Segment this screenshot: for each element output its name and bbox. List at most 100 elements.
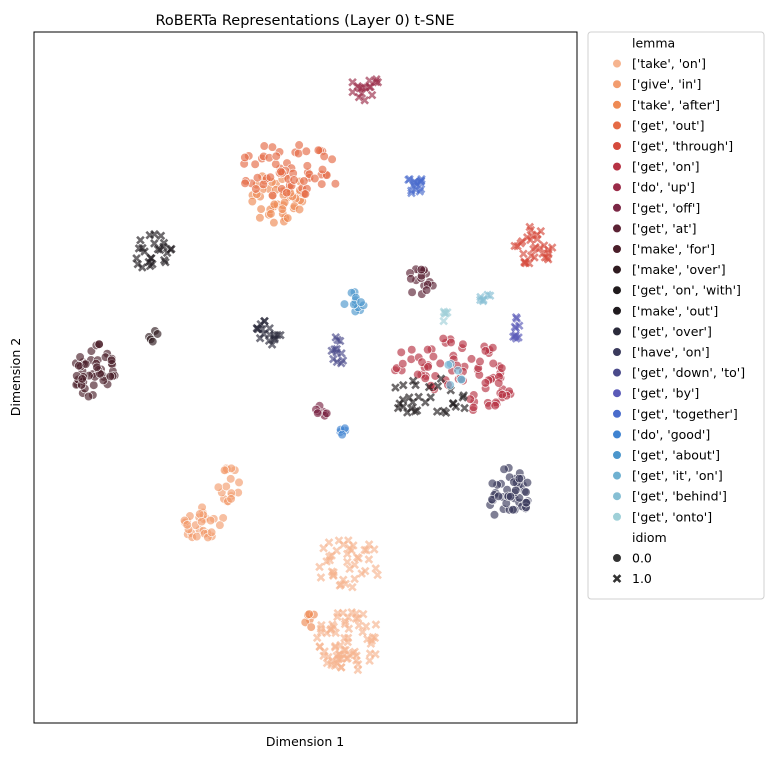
data-point-x [407, 188, 416, 198]
data-point [283, 213, 293, 223]
data-point [313, 408, 323, 418]
legend-marker-x [612, 574, 622, 583]
data-point [277, 204, 287, 214]
data-point [417, 357, 427, 367]
data-point-x [329, 571, 338, 580]
data-point [213, 482, 223, 492]
series-18 [335, 423, 350, 440]
data-point-x [458, 393, 468, 402]
legend-label: ['get', 'through'] [632, 139, 733, 154]
series-14 [485, 463, 533, 520]
data-point-x [360, 95, 370, 105]
data-point [92, 362, 102, 372]
data-point [302, 161, 312, 171]
data-point-x [404, 175, 413, 185]
data-point [458, 339, 468, 349]
data-point-x [273, 330, 282, 340]
data-point-x [352, 553, 362, 562]
data-point [83, 391, 94, 402]
data-point-x [357, 569, 366, 578]
data-point [304, 609, 314, 619]
data-point [293, 148, 304, 159]
series-10 [144, 326, 163, 347]
legend-label: ['get', 'on'] [632, 159, 700, 174]
data-point [300, 189, 311, 199]
data-point-x [132, 254, 141, 263]
data-point [487, 478, 498, 489]
data-point [301, 146, 311, 156]
data-point [317, 179, 327, 189]
legend-label: ['give', 'in'] [632, 77, 701, 92]
data-point [466, 354, 477, 364]
data-point-x [336, 580, 346, 590]
data-point [494, 378, 504, 388]
data-point [428, 352, 439, 362]
legend-label: ['have', 'on'] [632, 345, 710, 360]
data-point [497, 363, 507, 373]
data-point [299, 176, 309, 186]
data-point [337, 430, 347, 440]
data-point [219, 465, 230, 475]
data-point-x [338, 356, 348, 365]
data-point [89, 380, 99, 390]
data-point [313, 145, 323, 155]
series-20 [443, 359, 466, 390]
data-point-x [316, 573, 326, 582]
data-point [267, 190, 278, 201]
data-point-x [542, 253, 552, 262]
data-point-x [410, 407, 420, 416]
legend-marker [612, 409, 622, 419]
data-point [438, 334, 448, 344]
data-point-x [365, 656, 374, 666]
legend-marker [612, 182, 622, 192]
legend-marker [612, 512, 622, 522]
legend-title-idiom: idiom [632, 530, 667, 545]
legend-marker [612, 162, 622, 172]
data-point-x [319, 543, 328, 553]
series-17 [404, 174, 426, 198]
legend-marker [612, 141, 622, 151]
series-9 [71, 339, 120, 402]
data-point-x [393, 403, 403, 413]
data-point [247, 196, 257, 207]
data-point [423, 362, 433, 372]
data-point [265, 172, 275, 182]
legend-label: 1.0 [632, 571, 652, 586]
data-point [105, 371, 115, 382]
data-point-x [519, 249, 528, 259]
data-point-x [334, 654, 344, 663]
data-point [508, 505, 518, 515]
legend-label: ['get', 'off'] [632, 200, 700, 215]
data-point-x [424, 382, 434, 392]
legend-label: ['get', 'onto'] [632, 509, 712, 524]
data-point-x [136, 235, 145, 245]
data-point [77, 374, 87, 384]
data-point [255, 213, 265, 223]
data-point [256, 204, 266, 214]
chart-title: RoBERTa Representations (Layer 0) t-SNE [156, 13, 455, 29]
data-point-x [510, 241, 519, 251]
data-point [453, 365, 463, 376]
data-point-x [348, 582, 357, 592]
legend-label: ['do', 'up'] [632, 180, 695, 195]
data-point [234, 477, 244, 488]
data-point [251, 184, 261, 194]
data-point-x [315, 562, 324, 572]
legend-label: ['get', 'on', 'with'] [632, 283, 741, 298]
data-point-x [343, 633, 353, 643]
data-point-x [358, 627, 367, 637]
data-point [269, 199, 279, 210]
data-point-x [526, 225, 536, 235]
data-point-x [357, 89, 367, 98]
data-point-x [145, 230, 155, 240]
data-point [294, 204, 305, 215]
data-point-x [448, 398, 458, 408]
data-point-x [540, 253, 550, 262]
data-point-x [512, 314, 522, 323]
data-point [465, 394, 475, 404]
data-point-x [312, 633, 322, 643]
data-point-x [319, 651, 328, 661]
legend-label: ['get', 'about'] [632, 448, 720, 463]
data-point [106, 355, 117, 365]
